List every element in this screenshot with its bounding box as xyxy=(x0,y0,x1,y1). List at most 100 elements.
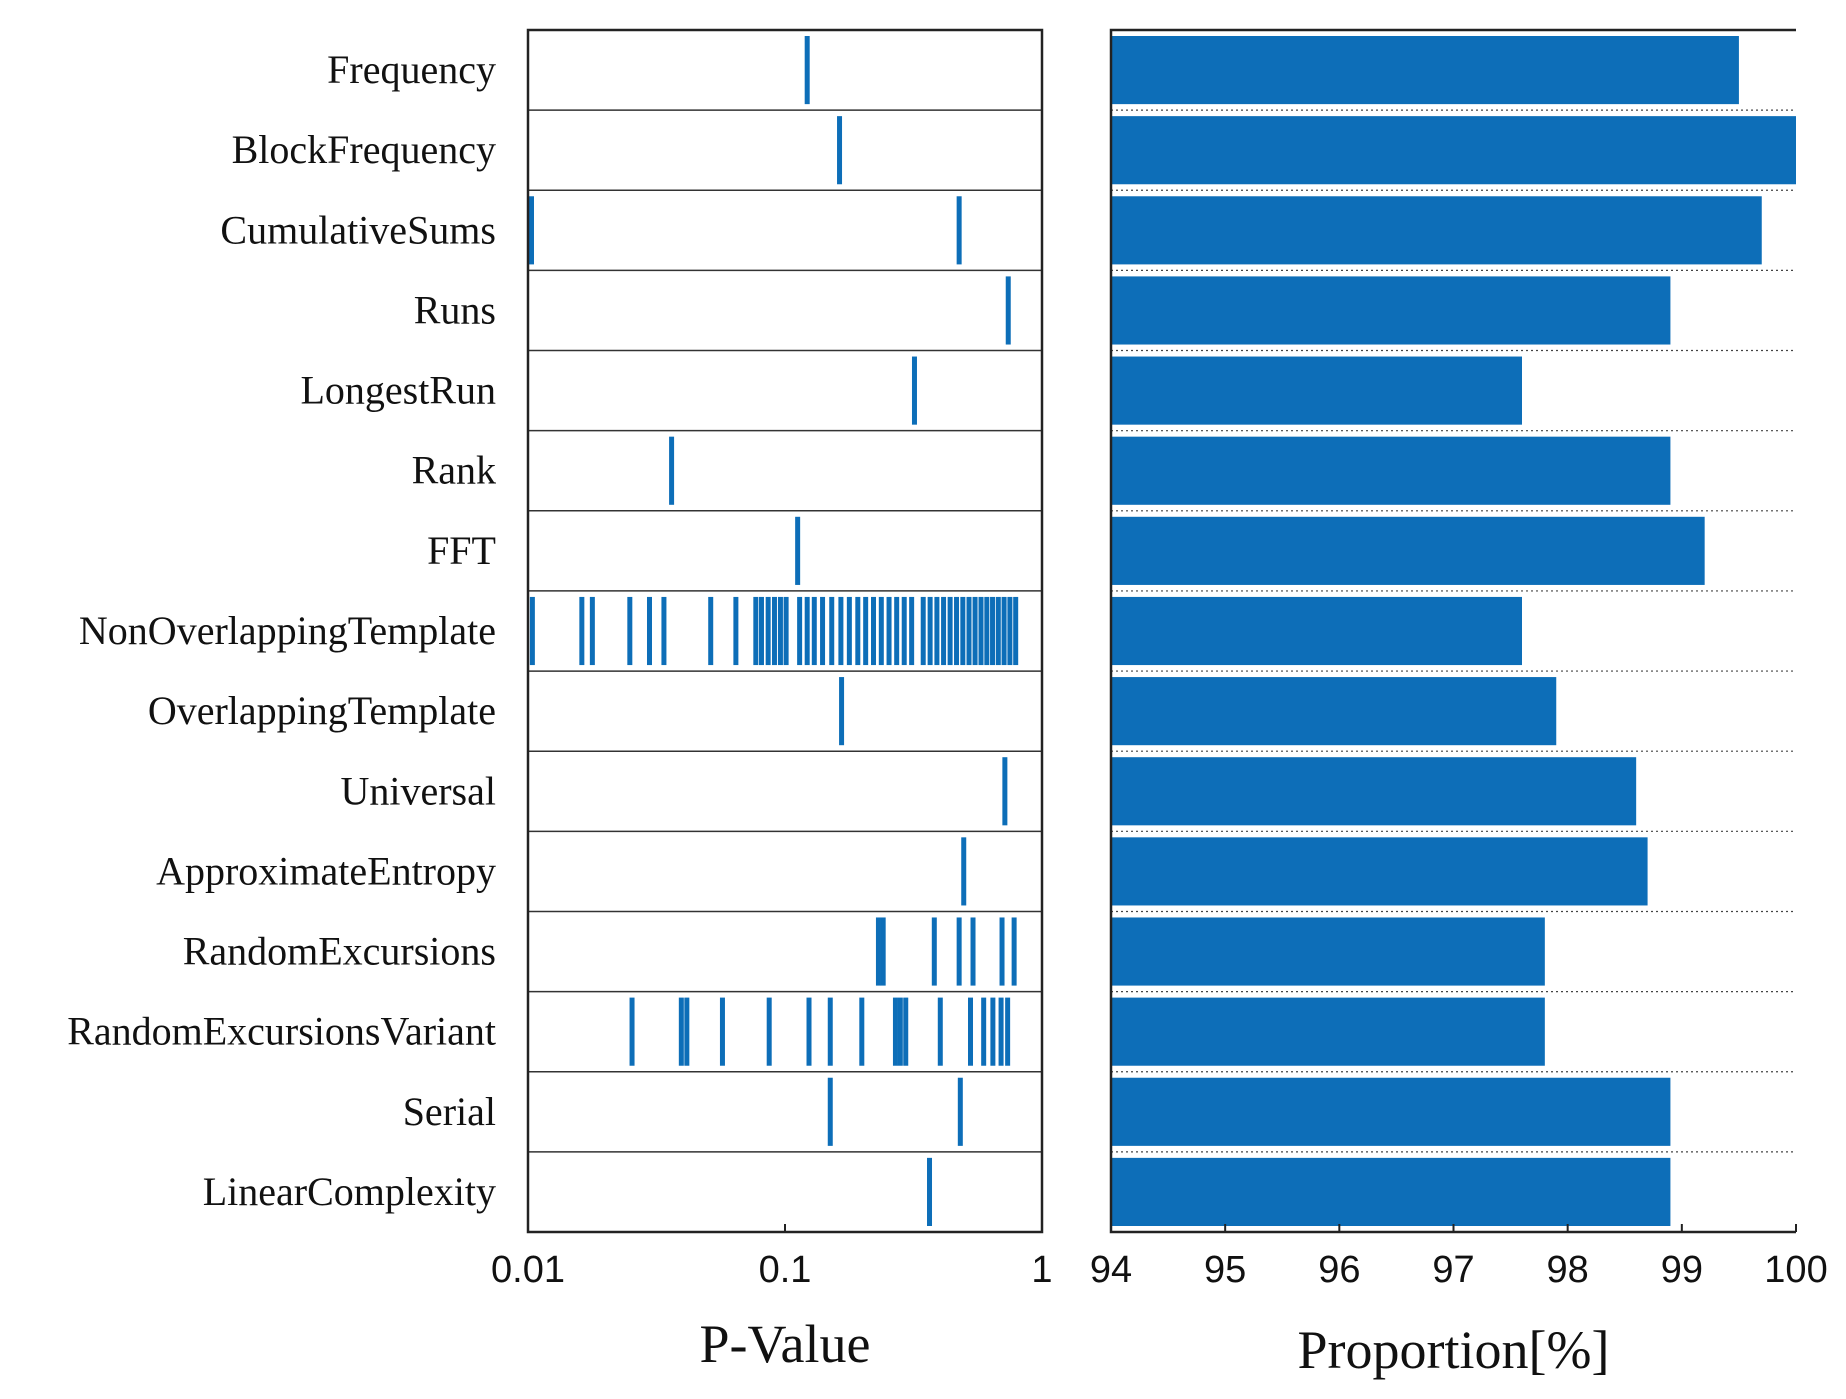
proportion-bar-approximate-entropy xyxy=(1111,837,1648,906)
category-label-random-excursions-variant: RandomExcursionsVariant xyxy=(67,1009,496,1054)
proportion-bar-longest-run xyxy=(1111,356,1522,425)
p-value-mark-random-excursions-variant xyxy=(859,997,865,1066)
category-label-block-frequency: BlockFrequency xyxy=(232,127,496,172)
p-value-mark-random-excursions xyxy=(931,917,937,986)
p-value-marks xyxy=(529,36,1019,1226)
p-value-mark-random-excursions xyxy=(956,917,962,986)
p-value-mark-random-excursions-variant xyxy=(892,997,898,1066)
p-value-mark-non-overlapping-template xyxy=(1001,596,1007,666)
p-value-mark-approximate-entropy xyxy=(961,837,967,906)
p-value-mark-random-excursions-variant xyxy=(827,997,833,1066)
p-value-mark-non-overlapping-template xyxy=(783,596,789,666)
p-value-mark-cumulative-sums xyxy=(956,196,962,265)
proportion-bar-frequency xyxy=(1111,36,1739,105)
p-value-mark-non-overlapping-template xyxy=(894,596,900,666)
p-value-mark-non-overlapping-template xyxy=(934,596,940,666)
p-value-mark-serial xyxy=(827,1077,833,1146)
p-value-mark-random-excursions-variant xyxy=(897,997,903,1066)
p-value-mark-random-excursions-variant xyxy=(1005,997,1011,1066)
proportion-bar-universal xyxy=(1111,757,1637,826)
proportion-panel: 94 95 96 97 98 99 100 Proportion[%] xyxy=(1090,28,1828,1380)
p-value-mark-non-overlapping-template xyxy=(972,596,978,666)
p-value-mark-frequency xyxy=(804,36,810,105)
p-value-x-ticks: 0.01 0.1 1 xyxy=(491,1224,1053,1291)
category-label-rank: Rank xyxy=(412,448,496,493)
proportion-bar-overlapping-template xyxy=(1111,677,1557,746)
proportion-tick-label: 99 xyxy=(1661,1249,1703,1291)
p-value-mark-non-overlapping-template xyxy=(708,596,714,666)
p-value-row-separators xyxy=(528,109,1042,1153)
category-label-runs: Runs xyxy=(414,287,496,332)
proportion-bar-fft xyxy=(1111,516,1705,585)
p-value-mark-non-overlapping-template xyxy=(529,596,535,666)
p-value-mark-linear-complexity xyxy=(927,1157,933,1226)
p-value-mark-random-excursions-variant xyxy=(903,997,909,1066)
p-value-mark-random-excursions xyxy=(999,917,1005,986)
p-value-mark-random-excursions-variant xyxy=(684,997,690,1066)
p-value-mark-random-excursions-variant xyxy=(766,997,772,1066)
p-value-mark-non-overlapping-template xyxy=(579,596,585,666)
p-value-mark-non-overlapping-template xyxy=(829,596,835,666)
p-value-mark-rank xyxy=(669,436,675,505)
p-value-mark-non-overlapping-template xyxy=(960,596,966,666)
p-value-mark-non-overlapping-template xyxy=(589,596,595,666)
p-value-mark-non-overlapping-template xyxy=(753,596,759,666)
p-value-mark-non-overlapping-template xyxy=(984,596,990,666)
p-value-mark-non-overlapping-template xyxy=(995,596,1001,666)
p-value-mark-non-overlapping-template xyxy=(811,596,817,666)
p-value-tick-label: 0.01 xyxy=(491,1249,565,1291)
p-value-mark-non-overlapping-template xyxy=(661,596,667,666)
category-label-longest-run: LongestRun xyxy=(300,368,496,413)
p-value-panel: 0.01 0.1 1 P-Value xyxy=(491,28,1053,1374)
proportion-bar-rank xyxy=(1111,436,1671,505)
p-value-mark-universal xyxy=(1002,757,1008,826)
p-value-mark-random-excursions-variant xyxy=(806,997,812,1066)
category-labels: Frequency BlockFrequency CumulativeSums Run… xyxy=(67,47,496,1214)
p-value-mark-non-overlapping-template xyxy=(797,596,803,666)
p-value-mark-non-overlapping-template xyxy=(927,596,933,666)
p-value-mark-non-overlapping-template xyxy=(901,596,907,666)
p-value-mark-non-overlapping-template xyxy=(646,596,652,666)
category-label-universal: Universal xyxy=(340,768,496,813)
p-value-tick-label: 1 xyxy=(1031,1249,1052,1291)
p-value-mark-non-overlapping-template xyxy=(777,596,783,666)
proportion-bar-cumulative-sums xyxy=(1111,196,1762,265)
p-value-mark-random-excursions-variant xyxy=(937,997,943,1066)
category-label-overlapping-template: OverlappingTemplate xyxy=(148,688,496,733)
p-value-mark-random-excursions xyxy=(1011,917,1017,986)
category-label-frequency: Frequency xyxy=(327,47,496,92)
p-value-mark-cumulative-sums xyxy=(529,196,534,265)
p-value-mark-non-overlapping-template xyxy=(954,596,960,666)
proportion-row-separators xyxy=(1111,109,1796,1153)
p-value-mark-non-overlapping-template xyxy=(886,596,892,666)
p-value-mark-random-excursions-variant xyxy=(719,997,725,1066)
proportion-bar-non-overlapping-template xyxy=(1111,596,1522,666)
p-value-mark-longest-run xyxy=(911,356,917,425)
p-value-axis-label: P-Value xyxy=(700,1314,871,1374)
proportion-bar-random-excursions-variant xyxy=(1111,997,1545,1066)
p-value-mark-block-frequency xyxy=(837,116,843,185)
p-value-mark-random-excursions xyxy=(880,917,886,986)
p-value-mark-random-excursions-variant xyxy=(629,997,635,1066)
p-value-mark-random-excursions-variant xyxy=(968,997,974,1066)
p-value-mark-non-overlapping-template xyxy=(909,596,915,666)
p-value-mark-random-excursions-variant xyxy=(998,997,1004,1066)
p-value-mark-non-overlapping-template xyxy=(863,596,869,666)
p-value-mark-random-excursions-variant xyxy=(981,997,987,1066)
proportion-bar-random-excursions xyxy=(1111,917,1545,986)
p-value-mark-random-excursions xyxy=(970,917,976,986)
p-value-mark-non-overlapping-template xyxy=(846,596,852,666)
proportion-tick-label: 94 xyxy=(1090,1249,1132,1291)
proportion-bar-serial xyxy=(1111,1077,1671,1146)
proportion-tick-label: 96 xyxy=(1318,1249,1360,1291)
p-value-mark-non-overlapping-template xyxy=(878,596,884,666)
p-value-mark-non-overlapping-template xyxy=(855,596,861,666)
p-value-mark-non-overlapping-template xyxy=(627,596,633,666)
p-value-mark-non-overlapping-template xyxy=(758,596,764,666)
p-value-mark-non-overlapping-template xyxy=(804,596,810,666)
proportion-x-ticks: 94 95 96 97 98 99 100 xyxy=(1090,1224,1828,1291)
proportion-bars xyxy=(1111,36,1796,1226)
proportion-bar-block-frequency xyxy=(1111,116,1796,185)
p-value-mark-non-overlapping-template xyxy=(765,596,771,666)
